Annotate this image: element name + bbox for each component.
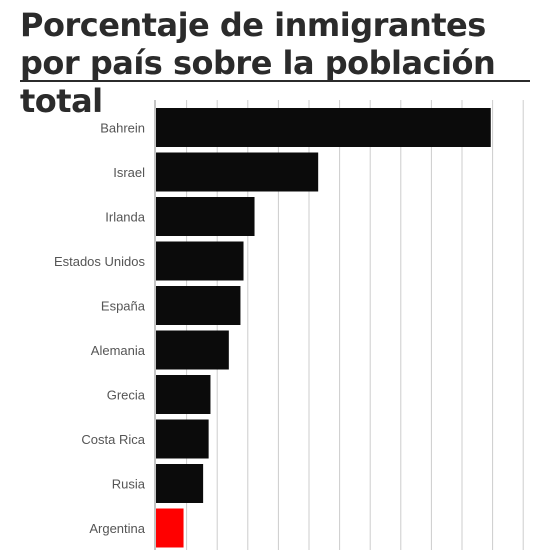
category-label: Argentina — [89, 521, 145, 536]
bar-estados-unidos — [156, 241, 244, 281]
bar-alemania — [156, 330, 229, 370]
category-label: Israel — [113, 165, 145, 180]
category-label: Alemania — [91, 343, 146, 358]
bar-rusia — [156, 464, 204, 503]
bar-bahrein — [156, 108, 491, 147]
category-label: Rusia — [112, 477, 146, 492]
bar-israel — [156, 152, 319, 192]
category-label: Bahrein — [100, 121, 145, 136]
bar-españa — [156, 286, 241, 325]
title-underline — [20, 80, 530, 82]
category-label: Grecia — [107, 388, 146, 403]
bar-irlanda — [156, 197, 255, 236]
bar-argentina — [156, 508, 184, 548]
chart-title: Porcentaje de inmigrantes por país sobre… — [20, 6, 496, 120]
category-label: Costa Rica — [81, 432, 145, 447]
bar-grecia — [156, 375, 211, 414]
category-label: Irlanda — [105, 210, 146, 225]
category-label: Estados Unidos — [54, 254, 146, 269]
category-labels: Bahrein Israel Irlanda Estados Unidos España… — [54, 121, 146, 537]
bars — [156, 108, 491, 548]
bar-costa-rica — [156, 419, 209, 459]
category-label: España — [101, 299, 146, 314]
